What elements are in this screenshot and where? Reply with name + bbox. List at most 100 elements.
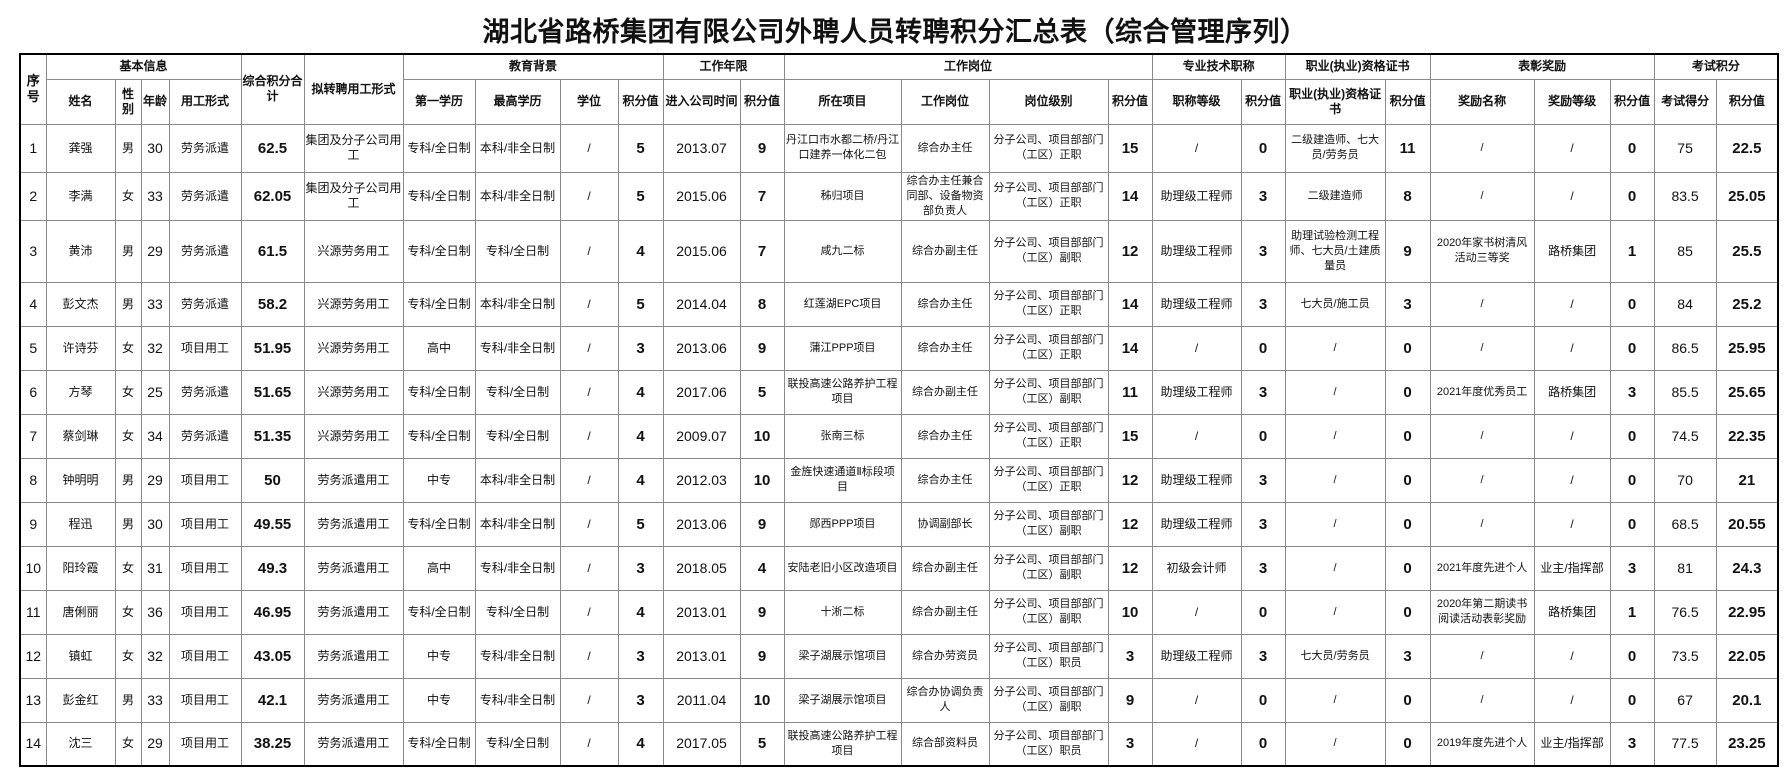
cell-title-points: 0 [1240,325,1286,371]
cell-years-points: 7 [739,171,785,221]
cell-seq: 5 [19,325,47,371]
cell-award-points: 0 [1609,123,1655,173]
cell-exam-score: 81 [1653,545,1717,591]
cell-job-post: 综合部资料员 [900,721,990,767]
cell-name: 蔡剑琳 [45,413,116,459]
cell-certificate: 二级建造师 [1284,171,1386,221]
cell-academic-degree: / [559,171,619,221]
cell-years-points: 10 [739,677,785,723]
cell-education-points: 3 [617,325,664,371]
cell-certificate: 二级建造师、七大员/劳务员 [1284,123,1386,173]
cell-award-name: / [1429,123,1535,173]
cell-age: 32 [140,633,170,679]
cell-project: 丹江口市水都二桥/丹江口建养一体化二包 [783,123,902,173]
cell-exam-score: 85 [1653,219,1717,283]
cell-project: 联投高速公路养护工程项目 [783,369,902,415]
cell-gender: 女 [114,369,142,415]
cell-first-degree: 专科/全日制 [402,281,476,327]
cell-academic-degree: / [559,501,619,547]
cell-education-points: 4 [617,589,664,635]
cell-first-degree: 专科/全日制 [402,413,476,459]
cell-seq: 7 [19,413,47,459]
header-work-years: 工作年限 [662,53,785,80]
cell-transfer-type: 劳务派遣用工 [303,633,404,679]
cell-title-points: 3 [1240,545,1286,591]
cell-certificate-points: 8 [1384,171,1431,221]
cell-award-points: 0 [1609,413,1655,459]
header-exam: 考试积分 [1653,53,1779,80]
cell-join-date: 2009.07 [662,413,741,459]
cell-academic-degree: / [559,413,619,459]
header-seq: 序号 [19,53,47,125]
cell-job-post: 综合办主任 [900,123,990,173]
cell-gender: 男 [114,457,142,503]
cell-award-level: 业主/指挥部 [1533,721,1611,767]
cell-employment-type: 项目用工 [168,589,242,635]
header-name: 姓名 [45,78,116,125]
cell-title-rank: / [1151,589,1242,635]
cell-title-points: 0 [1240,123,1286,173]
cell-gender: 男 [114,219,142,283]
cell-academic-degree: / [559,721,619,767]
cell-years-points: 5 [739,369,785,415]
cell-award-points: 0 [1609,677,1655,723]
cell-title-rank: / [1151,325,1242,371]
cell-post-level: 分子公司、项目部部门（工区）副职 [988,219,1109,283]
cell-education-points: 4 [617,457,664,503]
cell-award-points: 0 [1609,501,1655,547]
cell-join-date: 2018.05 [662,545,741,591]
cell-name: 黄沛 [45,219,116,283]
cell-project: 蒲江PPP项目 [783,325,902,371]
cell-certificate: / [1284,457,1386,503]
cell-gender: 女 [114,633,142,679]
cell-project: 安陆老旧小区改造项目 [783,545,902,591]
header-years-points: 积分值 [739,78,785,125]
cell-title-points: 3 [1240,171,1286,221]
cell-exam-points: 22.95 [1715,589,1779,635]
cell-age: 30 [140,123,170,173]
cell-transfer-type: 集团及分子公司用工 [303,171,404,221]
cell-seq: 9 [19,501,47,547]
cell-years-points: 10 [739,413,785,459]
cell-gender: 男 [114,677,142,723]
cell-education-points: 4 [617,219,664,283]
cell-first-degree: 高中 [402,325,476,371]
cell-gender: 女 [114,589,142,635]
cell-award-level: 业主/指挥部 [1533,545,1611,591]
cell-post-level: 分子公司、项目部部门（工区）副职 [988,369,1109,415]
cell-certificate-points: 0 [1384,457,1431,503]
cell-academic-degree: / [559,677,619,723]
cell-total-score: 42.1 [240,677,305,723]
cell-certificate: 助理试验检测工程师、七大员/土建质量员 [1284,219,1386,283]
cell-title-points: 3 [1240,369,1286,415]
cell-post-level: 分子公司、项目部部门（工区）正职 [988,123,1109,173]
cell-name: 彭金红 [45,677,116,723]
cell-title-points: 3 [1240,219,1286,283]
cell-title-rank: 助理级工程师 [1151,457,1242,503]
table-row: 8 钟明明男 29 项目用工 50 劳务派遣用工 中专 本科/非全日制/4 2012.03 10 金… [19,457,1779,503]
cell-project: 张南三标 [783,413,902,459]
cell-name: 李满 [45,171,116,221]
cell-seq: 12 [19,633,47,679]
header-position: 工作岗位 [783,53,1153,80]
cell-first-degree: 专科/全日制 [402,501,476,547]
cell-seq: 2 [19,171,47,221]
cell-highest-degree: 本科/非全日制 [474,457,561,503]
cell-total-score: 51.95 [240,325,305,371]
table-row: 13 彭金红男 33 项目用工 42.1 劳务派遣用工 中专 专科/非全日制/3 2011.04… [19,677,1779,723]
cell-exam-points: 21 [1715,457,1779,503]
header-awards: 表彰奖励 [1429,53,1655,80]
cell-transfer-type: 劳务派遣用工 [303,545,404,591]
cell-name: 许诗芬 [45,325,116,371]
cell-award-points: 0 [1609,325,1655,371]
cell-employment-type: 项目用工 [168,721,242,767]
cell-project: 红莲湖EPC项目 [783,281,902,327]
header-academic-degree: 学位 [559,78,619,125]
cell-education-points: 4 [617,413,664,459]
cell-highest-degree: 本科/非全日制 [474,501,561,547]
cell-name: 龚强 [45,123,116,173]
cell-name: 镇虹 [45,633,116,679]
cell-education-points: 3 [617,545,664,591]
cell-age: 25 [140,369,170,415]
page-title: 湖北省路桥集团有限公司外聘人员转聘积分汇总表（综合管理序列） [482,17,1308,47]
